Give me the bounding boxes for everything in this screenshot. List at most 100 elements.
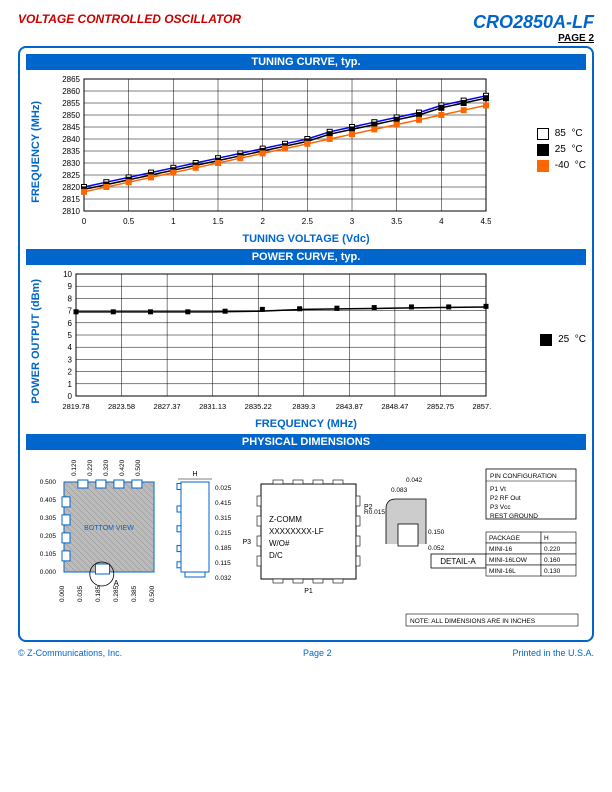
svg-text:P1 Vt: P1 Vt [490,486,506,493]
power-x-axis-label: FREQUENCY (MHz) [26,418,586,430]
svg-text:0.385: 0.385 [131,585,138,602]
power-legend: 25 °C [532,334,586,350]
svg-text:0.285: 0.285 [113,585,120,602]
tuning-curve-svg: 00.511.522.533.544.528102815282028252830… [46,74,491,229]
legend-marker-power-25c [540,334,552,346]
power-curve-chart: POWER OUTPUT (dBm) 2819.782823.582827.37… [26,269,586,414]
svg-text:4.5: 4.5 [480,217,491,226]
svg-text:1: 1 [68,380,73,389]
legend-neg40c: -40 °C [537,160,586,172]
svg-text:2840: 2840 [62,135,80,144]
svg-text:5: 5 [68,331,73,340]
svg-text:0.220: 0.220 [544,546,561,553]
svg-text:2852.75: 2852.75 [427,402,454,411]
physical-dimensions-header: PHYSICAL DIMENSIONS [26,434,586,450]
svg-text:4: 4 [439,217,444,226]
svg-text:PACKAGE: PACKAGE [489,535,521,542]
tuning-curve-chart: FREQUENCY (MHz) 00.511.522.533.544.52810… [26,74,586,229]
svg-text:7: 7 [68,307,73,316]
legend-marker-25c [537,144,549,156]
svg-text:0.215: 0.215 [215,530,232,537]
svg-text:Z-COMM: Z-COMM [269,515,302,524]
svg-text:8: 8 [68,294,73,303]
power-y-axis-label: POWER OUTPUT (dBm) [26,279,46,404]
svg-text:2.5: 2.5 [302,217,314,226]
physical-dimensions-area: BOTTOM VIEWA0.0000.1050.2050.3050.4050.5… [26,454,586,634]
svg-text:0.185: 0.185 [95,585,102,602]
svg-text:0.305: 0.305 [40,515,57,522]
svg-text:6: 6 [68,319,73,328]
svg-text:2: 2 [260,217,265,226]
power-curve-svg: 2819.782823.582827.372831.132835.222839.… [46,269,491,414]
legend-marker-neg40c [537,160,549,172]
svg-text:0.220: 0.220 [87,459,94,476]
svg-text:2855: 2855 [62,99,80,108]
svg-text:0.500: 0.500 [40,479,57,486]
svg-text:0.5: 0.5 [123,217,135,226]
svg-text:D/C: D/C [269,551,283,560]
svg-text:MINI-16LOW: MINI-16LOW [489,557,528,564]
page-header: VOLTAGE CONTROLLED OSCILLATOR CRO2850A-L… [18,12,594,44]
svg-text:10: 10 [63,270,72,279]
svg-text:2823.58: 2823.58 [108,402,135,411]
svg-text:0.205: 0.205 [40,533,57,540]
svg-text:0.500: 0.500 [149,585,156,602]
svg-text:2850: 2850 [62,111,80,120]
svg-text:P2 RF Out: P2 RF Out [490,495,521,502]
svg-text:0.405: 0.405 [40,497,57,504]
svg-text:2845: 2845 [62,123,80,132]
svg-text:0.035: 0.035 [77,585,84,602]
svg-text:1.5: 1.5 [212,217,224,226]
physical-dimensions-svg: BOTTOM VIEWA0.0000.1050.2050.3050.4050.5… [26,454,586,634]
svg-text:0.415: 0.415 [215,500,232,507]
svg-text:0.042: 0.042 [406,477,423,484]
svg-text:2830: 2830 [62,159,80,168]
svg-text:0: 0 [68,392,73,401]
svg-text:2865: 2865 [62,75,80,84]
svg-text:0: 0 [82,217,87,226]
svg-text:0.130: 0.130 [544,568,561,575]
svg-text:H: H [544,535,549,542]
tuning-legend: 85 °C 25 °C -40 °C [529,128,586,176]
svg-text:2810: 2810 [62,207,80,216]
svg-text:0.025: 0.025 [215,485,232,492]
footer-copyright: © Z-Communications, Inc. [18,648,122,658]
tuning-curve-header: TUNING CURVE, typ. [26,54,586,70]
legend-85c: 85 °C [537,128,586,140]
legend-marker-85c [537,128,549,140]
svg-text:0.500: 0.500 [135,459,142,476]
svg-text:0.320: 0.320 [103,459,110,476]
svg-text:2857.75: 2857.75 [472,402,491,411]
svg-text:3: 3 [68,355,73,364]
svg-text:0.420: 0.420 [119,459,126,476]
svg-text:0.052: 0.052 [428,545,445,552]
svg-text:2835: 2835 [62,147,80,156]
svg-text:2843.87: 2843.87 [336,402,363,411]
svg-text:2860: 2860 [62,87,80,96]
svg-text:9: 9 [68,282,73,291]
svg-text:P3 Vcc: P3 Vcc [490,504,511,511]
svg-text:MINI-16L: MINI-16L [489,568,516,575]
svg-text:R0.015: R0.015 [364,509,385,516]
svg-text:0.000: 0.000 [59,585,66,602]
tuning-y-axis-label: FREQUENCY (MHz) [26,101,46,203]
power-curve-header: POWER CURVE, typ. [26,249,586,265]
svg-text:1: 1 [171,217,176,226]
svg-text:P3: P3 [242,539,251,546]
footer-page-number: Page 2 [303,648,332,658]
svg-text:4: 4 [68,343,73,352]
svg-text:0.083: 0.083 [391,487,408,494]
svg-text:2820: 2820 [62,183,80,192]
svg-text:3: 3 [350,217,355,226]
svg-text:BOTTOM VIEW: BOTTOM VIEW [84,525,134,532]
svg-text:2839.3: 2839.3 [292,402,315,411]
svg-text:NOTE: ALL DIMENSIONS ARE IN IN: NOTE: ALL DIMENSIONS ARE IN INCHES [410,618,536,625]
svg-text:P1: P1 [304,588,313,595]
part-number: CRO2850A-LF [473,12,594,33]
legend-power-25c: 25 °C [540,334,586,346]
svg-text:0.105: 0.105 [40,551,57,558]
svg-text:2827.37: 2827.37 [154,402,181,411]
svg-text:2831.13: 2831.13 [199,402,226,411]
svg-text:2848.47: 2848.47 [381,402,408,411]
product-type-title: VOLTAGE CONTROLLED OSCILLATOR [18,12,241,26]
